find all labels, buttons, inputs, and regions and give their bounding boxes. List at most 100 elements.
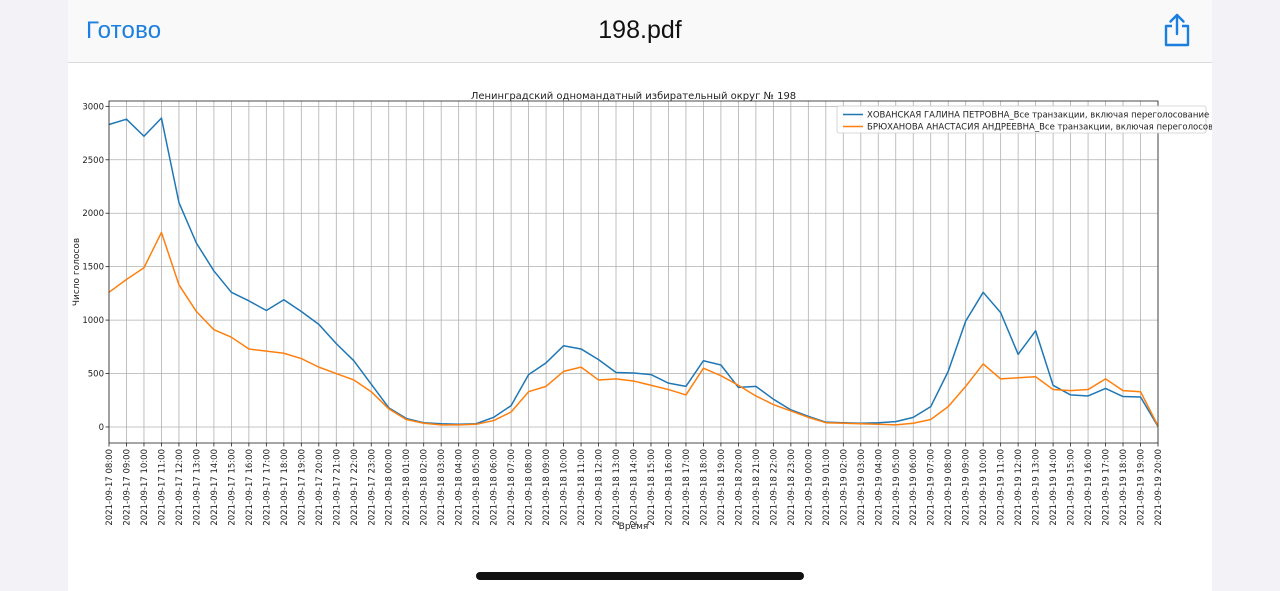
data-point	[283, 352, 285, 354]
data-point	[930, 418, 932, 420]
x-tick-label: 2021-09-19 20:00	[1154, 449, 1164, 526]
x-tick-label: 2021-09-18 13:00	[612, 449, 622, 526]
data-point	[860, 423, 862, 425]
x-tick-label: 2021-09-18 16:00	[664, 449, 674, 526]
y-tick-label: 3000	[82, 102, 104, 112]
data-point	[895, 424, 897, 426]
x-tick-label: 2021-09-18 04:00	[455, 449, 465, 526]
x-tick-label: 2021-09-17 10:00	[140, 449, 150, 526]
data-point	[632, 372, 634, 374]
data-point	[440, 424, 442, 426]
data-point	[580, 366, 582, 368]
data-point	[160, 117, 162, 119]
data-point	[650, 373, 652, 375]
chart-legend: ХОВАНСКАЯ ГАЛИНА ПЕТРОВНА_Все транзакции…	[836, 105, 1212, 134]
data-point	[1122, 389, 1124, 391]
data-point	[230, 291, 232, 293]
data-point	[1034, 330, 1036, 332]
x-tick-label: 2021-09-19 05:00	[892, 449, 902, 526]
x-tick-label: 2021-09-17 09:00	[122, 449, 132, 526]
x-tick-label: 2021-09-18 21:00	[752, 449, 762, 526]
x-tick-label: 2021-09-18 11:00	[577, 449, 587, 526]
data-point	[825, 421, 827, 423]
x-tick-label: 2021-09-19 03:00	[857, 449, 867, 526]
x-tick-label: 2021-09-17 21:00	[332, 449, 342, 526]
done-button[interactable]: Готово	[86, 17, 162, 44]
x-tick-label: 2021-09-18 02:00	[420, 449, 430, 526]
series-line-0	[108, 117, 1159, 427]
data-point	[1052, 384, 1054, 386]
x-tick-label: 2021-09-18 05:00	[472, 449, 482, 526]
x-tick-label: 2021-09-18 10:00	[560, 449, 570, 526]
x-tick-label: 2021-09-18 17:00	[682, 449, 692, 526]
data-point	[562, 370, 564, 372]
x-tick-label: 2021-09-18 22:00	[769, 449, 779, 526]
x-tick-label: 2021-09-17 17:00	[262, 449, 272, 526]
y-tick-label: 2500	[82, 156, 104, 166]
data-point	[195, 310, 197, 312]
data-point	[265, 350, 267, 352]
data-point	[772, 403, 774, 405]
document-title: 198.pdf	[598, 16, 682, 44]
data-point	[912, 416, 914, 418]
share-icon[interactable]	[1162, 12, 1192, 48]
data-point	[457, 424, 459, 426]
x-tick-label: 2021-09-18 14:00	[630, 449, 640, 526]
y-tick-label: 2000	[82, 209, 104, 219]
data-point	[1017, 377, 1019, 379]
data-point	[877, 423, 879, 425]
x-tick-label: 2021-09-19 08:00	[944, 449, 954, 526]
data-point	[318, 366, 320, 368]
x-tick-label: 2021-09-19 01:00	[822, 449, 832, 526]
data-point	[667, 388, 669, 390]
x-tick-label: 2021-09-18 15:00	[647, 449, 657, 526]
data-point	[300, 310, 302, 312]
data-point	[1017, 353, 1019, 355]
data-point	[527, 373, 529, 375]
data-point	[195, 242, 197, 244]
data-point	[492, 416, 494, 418]
x-tick-label: 2021-09-18 12:00	[595, 449, 605, 526]
data-point	[178, 201, 180, 203]
x-tick-label: 2021-09-19 11:00	[997, 449, 1007, 526]
y-tick-label: 0	[99, 423, 104, 433]
data-point	[160, 231, 162, 233]
data-point	[772, 398, 774, 400]
data-point	[283, 299, 285, 301]
data-point	[178, 284, 180, 286]
data-point	[353, 379, 355, 381]
x-axis-title: Время	[619, 522, 649, 532]
data-point	[720, 364, 722, 366]
data-point	[335, 372, 337, 374]
data-point	[632, 380, 634, 382]
data-point	[964, 320, 966, 322]
data-point	[982, 363, 984, 365]
x-tick-label: 2021-09-19 13:00	[1032, 449, 1042, 526]
x-tick-label: 2021-09-17 16:00	[245, 449, 255, 526]
x-tick-label: 2021-09-17 13:00	[192, 449, 202, 526]
data-point	[1052, 388, 1054, 390]
x-tick-label: 2021-09-18 07:00	[507, 449, 517, 526]
x-tick-label: 2021-09-19 12:00	[1014, 449, 1024, 526]
data-point	[265, 309, 267, 311]
x-tick-label: 2021-09-18 23:00	[787, 449, 797, 526]
data-point	[685, 385, 687, 387]
data-point	[213, 270, 215, 272]
data-point	[370, 383, 372, 385]
data-point	[947, 405, 949, 407]
data-point	[1087, 395, 1089, 397]
legend-box	[836, 105, 1207, 134]
x-tick-label: 2021-09-17 11:00	[157, 449, 167, 526]
data-point	[248, 348, 250, 350]
data-point	[1104, 387, 1106, 389]
data-point	[510, 411, 512, 413]
x-tick-label: 2021-09-19 10:00	[979, 449, 989, 526]
data-point	[597, 358, 599, 360]
data-point	[999, 311, 1001, 313]
x-tick-label: 2021-09-18 06:00	[490, 449, 500, 526]
data-point	[1122, 395, 1124, 397]
data-point	[318, 323, 320, 325]
data-point	[300, 357, 302, 359]
x-tick-label: 2021-09-17 22:00	[350, 449, 360, 526]
toolbar: Готово 198.pdf	[68, 0, 1212, 63]
